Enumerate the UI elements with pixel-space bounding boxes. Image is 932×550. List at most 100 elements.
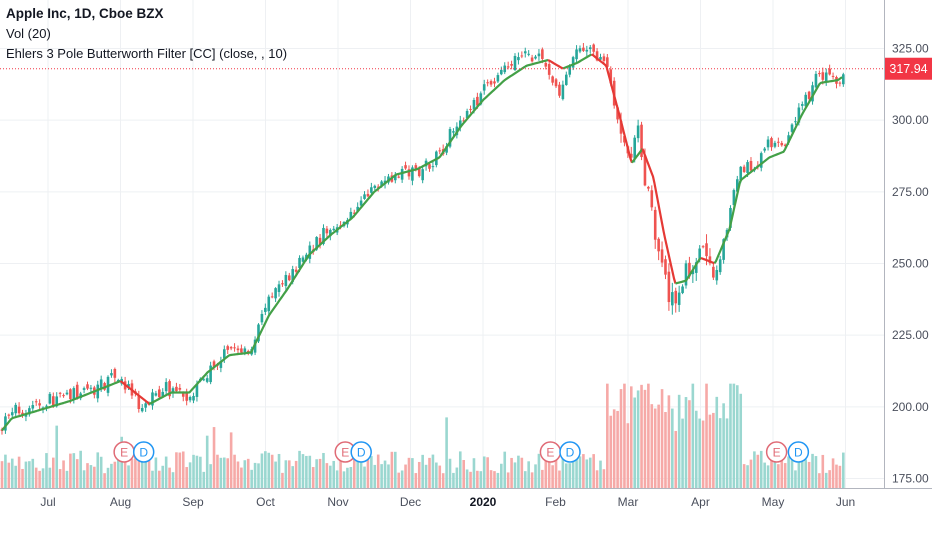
volume-bar [626,423,630,488]
volume-bar [346,467,349,488]
earnings-marker[interactable] [765,441,788,463]
candle [770,138,773,148]
volume-bar [441,473,445,488]
volume-bar [390,451,394,488]
volume-bar [517,455,520,488]
volume-bar [818,473,821,488]
x-tick-label: Jun [836,495,855,509]
candle [807,91,811,99]
volume-bar [339,457,342,488]
candle [110,373,113,376]
candle [537,53,541,57]
volume-bar [835,464,838,488]
volume-legend[interactable]: Vol (20) [6,26,51,41]
volume-bar [527,461,530,488]
volume-bar [674,430,678,488]
candle [739,166,743,181]
candle [219,361,223,368]
candle [28,408,31,415]
candle [82,388,86,390]
x-tick-label: Aug [110,495,131,509]
volume-bar [571,455,575,488]
volume-bar [479,471,483,488]
volume-bar [17,456,21,488]
candle [842,74,845,85]
volume-bar [359,462,363,488]
dividend-marker[interactable] [559,441,581,463]
candle [698,248,701,260]
volume-bar [41,468,45,488]
candle [465,110,469,119]
chart-legend: Apple Inc, 1D, Cboe BZX Vol (20) Ehlers … [6,4,287,64]
volume-bar [284,460,288,488]
candle [732,190,736,206]
x-tick-label: Dec [400,495,421,509]
candle [394,175,397,181]
volume-bar [653,408,657,488]
candle [438,150,442,152]
volume-bar [534,464,537,488]
candle [14,404,17,414]
filter-line-segment [1,379,121,432]
candle [229,347,233,349]
volume-bar [804,459,807,488]
y-tick-label: 275.00 [892,185,929,199]
volume-bar [134,451,137,488]
candle [729,207,732,228]
volume-bar [158,470,161,488]
volume-bar [705,383,708,488]
volume-bar [219,457,223,488]
dividend-marker[interactable] [787,441,810,463]
volume-bar [246,458,250,488]
volume-bar [116,458,120,488]
candle [838,82,842,84]
candle [712,266,715,278]
volume-bar [298,450,301,488]
dividend-marker[interactable] [350,441,372,463]
candle [544,62,548,67]
candle [188,396,192,401]
candle [558,84,561,96]
volume-bar [585,459,589,488]
candle [332,228,336,231]
volume-bar [404,464,407,488]
x-tick-label: Sep [182,495,204,509]
candle [38,403,41,406]
candle [147,403,151,405]
filter-legend[interactable]: Ehlers 3 Pole Butterworth Filter [CC] (c… [6,46,288,61]
candle [158,389,161,398]
candle [616,107,619,120]
x-tick-label: Oct [256,495,275,509]
dividend-marker[interactable] [132,441,155,463]
candle [325,228,329,234]
volume-bar [175,452,178,488]
candle [17,406,21,414]
candle [192,395,195,401]
volume-bar [38,470,41,488]
volume-bar [541,469,544,488]
volume-bar [127,465,130,488]
volume-bar [431,454,435,488]
volume-bar [325,463,329,488]
symbol-legend[interactable]: Apple Inc, 1D, Cboe BZX [6,6,164,21]
y-tick-label: 325.00 [892,42,929,56]
volume-bar [294,460,298,488]
earnings-marker-letter: E [120,446,128,460]
volume-bar [421,454,424,488]
candle [691,270,695,275]
volume-bar [523,471,527,488]
volume-bar [233,454,236,488]
volume-bar [202,471,206,488]
candle [209,365,212,383]
volume-bar [482,456,486,488]
x-tick-label: Feb [545,495,566,509]
candle [294,269,298,272]
candle [804,94,807,107]
volume-bar [694,410,698,488]
candle [356,206,359,211]
volume-bar [110,463,113,488]
candle [298,257,301,269]
volume-bar [140,452,144,488]
candle [236,348,240,351]
